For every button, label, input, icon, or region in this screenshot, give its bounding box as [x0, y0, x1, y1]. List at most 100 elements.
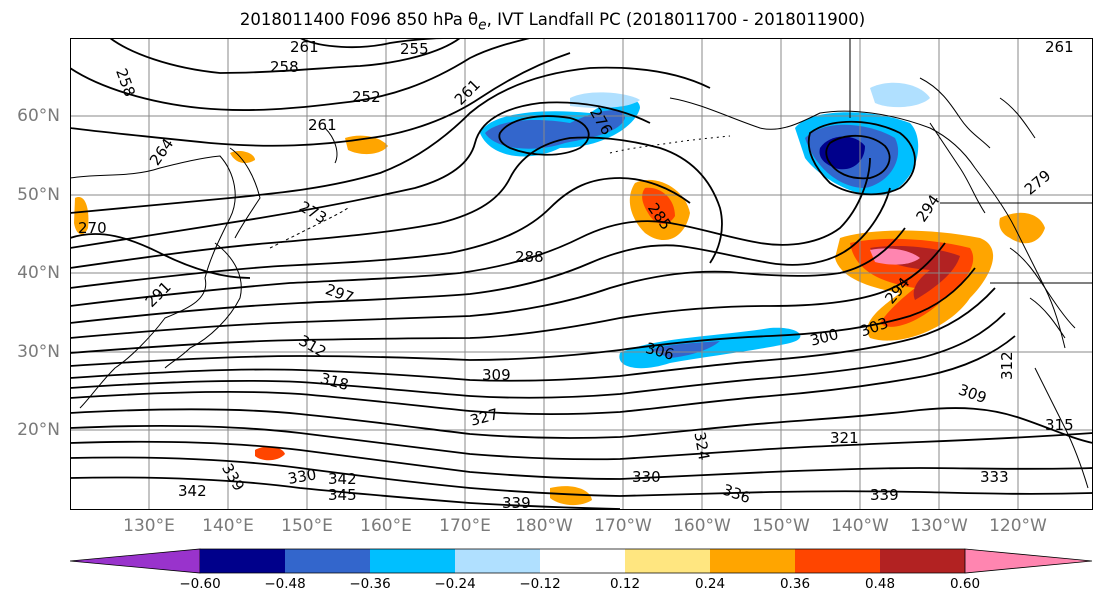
colorbar-tick-label: −0.24 — [434, 576, 476, 592]
colorbar-segment — [880, 549, 965, 573]
contour-279 — [70, 177, 691, 289]
grid-lines — [70, 38, 1093, 510]
coast-sakhalin — [324, 127, 338, 164]
contour-label: 255 — [400, 40, 429, 58]
lon-label: 160°E — [360, 516, 412, 536]
colorbar-tick-label: 0.12 — [609, 576, 641, 592]
contour-309 — [70, 407, 1093, 444]
lon-label: 130°E — [123, 516, 175, 536]
contour-label: 288 — [515, 248, 544, 266]
coast-bc — [929, 122, 986, 214]
contour-270 — [70, 66, 711, 214]
colorbar-segment — [70, 548, 201, 574]
contour-label: 261 — [1045, 38, 1074, 56]
lon-label: 140°W — [831, 516, 889, 536]
coast-aleutians — [609, 135, 731, 154]
colorbar-tick-label: −0.48 — [264, 576, 306, 592]
contour-label: 342 — [178, 482, 207, 500]
contour-327 — [70, 456, 1093, 497]
contour-333 — [70, 476, 621, 510]
shade-orange-sakh — [230, 150, 255, 164]
contour-goa-low — [807, 120, 916, 196]
lon-label: 150°W — [752, 516, 810, 536]
lat-label: 50°N — [17, 185, 60, 205]
lon-label: 120°W — [989, 516, 1047, 536]
contour-294 — [70, 267, 976, 367]
contour-288 — [70, 227, 906, 339]
colorbar-tick-label: 0.48 — [864, 576, 896, 592]
contour-label: 345 — [328, 486, 357, 504]
contour-300 — [70, 312, 1006, 399]
colorbar-tick-label: −0.60 — [179, 576, 221, 592]
lat-label: 30°N — [17, 342, 60, 362]
coast-kuril — [269, 207, 349, 249]
shade-red-mid — [642, 187, 675, 224]
contour-291 — [70, 242, 946, 354]
contour-label: 261 — [290, 38, 319, 56]
map-panel: 261 255 258 252 261 258 264 276 270 273 … — [70, 38, 1093, 510]
map-title: 2018011400 F096 850 hPa θe, IVT Landfall… — [239, 10, 866, 34]
contour-label: 339 — [502, 494, 531, 510]
contour-315 — [70, 425, 1093, 461]
contour-label: 330 — [286, 465, 317, 488]
contour-label: 252 — [352, 88, 381, 106]
contour-label: 321 — [830, 429, 859, 447]
contour-261 — [70, 38, 531, 111]
contour-label: 309 — [482, 366, 511, 384]
lon-label: 170°E — [439, 516, 491, 536]
colorbar-segment — [455, 549, 540, 573]
contour-label: 270 — [78, 219, 107, 237]
shade-lightblue-goa — [870, 82, 930, 108]
contour-western-trough — [70, 233, 251, 279]
contour-264 — [70, 52, 571, 147]
colorbar-tick-label: 0.24 — [694, 576, 726, 592]
colorbar-tick-label: −0.36 — [349, 576, 391, 592]
lon-label: 160°W — [673, 516, 731, 536]
coast-alaska — [669, 97, 1066, 349]
lon-label: 150°E — [281, 516, 333, 536]
contour-label: 315 — [1045, 416, 1074, 434]
contour-297 — [70, 287, 996, 382]
contour-goa-low-inner — [825, 134, 891, 180]
colorbar-segment — [370, 549, 455, 573]
colorbar — [70, 548, 1093, 574]
anomaly-shading — [74, 82, 1045, 506]
contour-303 — [70, 335, 1016, 416]
shade-navy-goa — [819, 136, 865, 170]
contour-282 — [70, 157, 871, 307]
lon-label: 130°W — [910, 516, 968, 536]
lon-label: 140°E — [202, 516, 254, 536]
colorbar-segment — [540, 549, 625, 573]
shade-red-south — [255, 446, 285, 461]
shade-orange-south — [550, 486, 592, 506]
shade-orange-west — [74, 197, 89, 235]
coast-mexico — [1034, 367, 1089, 489]
colorbar-segment — [710, 549, 795, 573]
contour-285 — [70, 187, 891, 324]
coast-kamchatka — [229, 147, 261, 239]
colorbar-tick-label: −0.12 — [519, 576, 561, 592]
colorbar-segment — [625, 549, 710, 573]
lat-label: 60°N — [17, 106, 60, 126]
colorbar-segment — [200, 549, 285, 573]
contour-321 — [70, 440, 1093, 480]
colorbar-segment — [964, 548, 1093, 574]
lon-label: 170°W — [594, 516, 652, 536]
contour-label: 312 — [998, 351, 1016, 380]
lon-label: 180°W — [515, 516, 573, 536]
lat-label: 40°N — [17, 263, 60, 283]
lat-label: 20°N — [17, 420, 60, 440]
colorbar-segment — [285, 549, 370, 573]
colorbar-tick-label: 0.60 — [949, 576, 981, 592]
contour-273 — [70, 101, 651, 249]
contour-258 — [109, 38, 461, 74]
theta-e-contours — [70, 38, 1093, 510]
colorbar-tick-label: 0.36 — [779, 576, 811, 592]
contour-label: 342 — [328, 470, 357, 488]
shade-darkblue-central — [485, 110, 625, 149]
map-frame — [70, 38, 1093, 510]
contour-label: 333 — [980, 468, 1009, 486]
contour-label: 258 — [270, 58, 299, 76]
contour-label: 339 — [870, 486, 899, 504]
terrain-contours — [919, 77, 1076, 339]
